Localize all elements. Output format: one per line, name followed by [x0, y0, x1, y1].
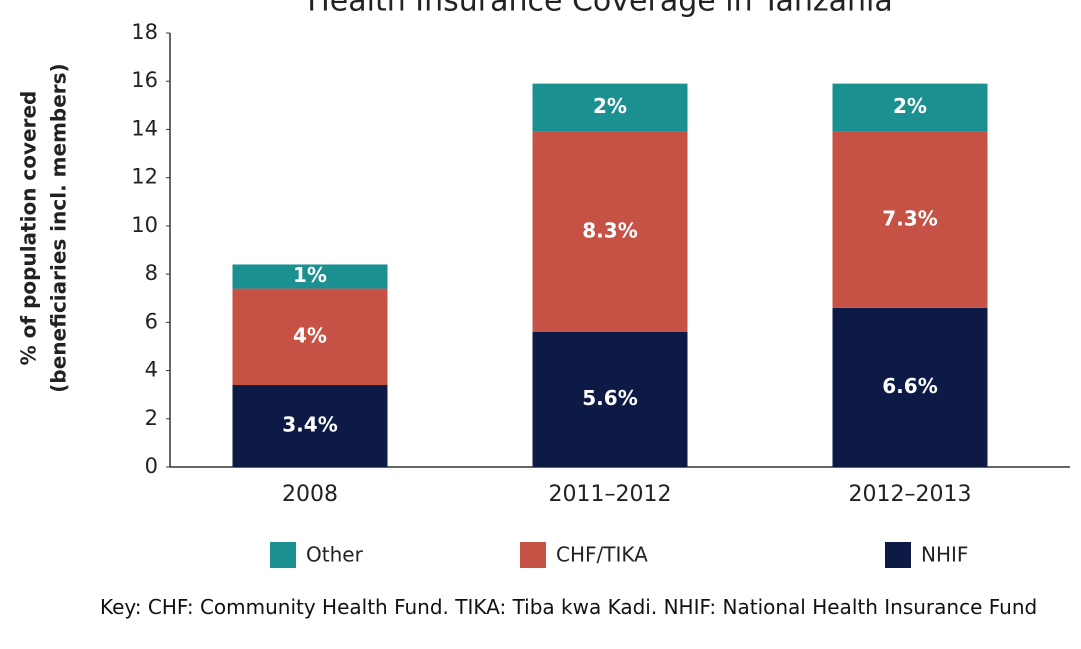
data-label: 8.3% [582, 218, 637, 242]
y-tick-label: 12 [131, 165, 158, 189]
bar-segment [532, 83, 688, 132]
data-label: 1% [293, 263, 327, 287]
bar-segment [232, 288, 388, 386]
y-tick-label: 10 [131, 213, 158, 237]
y-tick-label: 4 [145, 358, 158, 382]
data-label: 2% [893, 94, 927, 118]
bar-segment [832, 83, 988, 132]
note: Key: CHF: Community Health Fund. TIKA: T… [100, 595, 1038, 619]
y-tick-label: 0 [145, 454, 158, 478]
chart-title: Health Insurance Coverage in Tanzania [307, 0, 893, 19]
bar-segment [532, 131, 688, 332]
bar-segment [232, 264, 388, 289]
legend-swatch [520, 542, 546, 568]
y-tick-label: 16 [131, 68, 158, 92]
data-label: 3.4% [282, 413, 337, 437]
bar-segment [832, 131, 988, 308]
bar-segment [832, 307, 988, 467]
y-tick-label: 6 [145, 309, 158, 333]
bar-segment [532, 331, 688, 467]
bar-segment [232, 385, 388, 467]
y-axis-label: % of population covered [17, 91, 41, 366]
y-tick-label: 8 [145, 261, 158, 285]
legend-swatch [270, 542, 296, 568]
legend-label: NHIF [921, 543, 968, 567]
data-label: 4% [293, 323, 327, 347]
legend-label: Other [306, 543, 364, 567]
data-label: 7.3% [882, 206, 937, 230]
legend-swatch [885, 542, 911, 568]
y-axis-label: (beneficiaries incl. members) [47, 63, 71, 392]
y-tick-label: 14 [131, 116, 158, 140]
x-tick-label: 2008 [282, 482, 338, 507]
x-tick-label: 2011–2012 [549, 482, 672, 507]
data-label: 6.6% [882, 374, 937, 398]
data-label: 5.6% [582, 386, 637, 410]
chart: Health Insurance Coverage in Tanzania % … [17, 0, 1070, 568]
y-tick-label: 18 [131, 20, 158, 44]
y-tick-label: 2 [145, 406, 158, 430]
data-label: 2% [593, 94, 627, 118]
legend-label: CHF/TIKA [556, 543, 648, 567]
x-tick-label: 2012–2013 [849, 482, 972, 507]
